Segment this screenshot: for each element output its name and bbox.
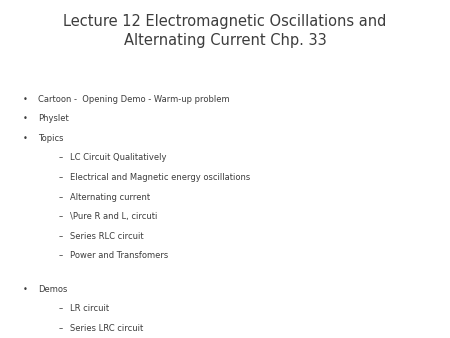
Text: •: •	[22, 134, 27, 143]
Text: –: –	[58, 173, 63, 182]
Text: –: –	[58, 304, 63, 313]
Text: –: –	[58, 251, 63, 261]
Text: –: –	[58, 153, 63, 163]
Text: •: •	[22, 114, 27, 123]
Text: –: –	[58, 212, 63, 221]
Text: Series RLC circuit: Series RLC circuit	[70, 232, 144, 241]
Text: LC Circuit Qualitatively: LC Circuit Qualitatively	[70, 153, 166, 163]
Text: Physlet: Physlet	[38, 114, 69, 123]
Text: Power and Transfomers: Power and Transfomers	[70, 251, 168, 261]
Text: –: –	[58, 324, 63, 333]
Text: Topics: Topics	[38, 134, 64, 143]
Text: –: –	[58, 232, 63, 241]
Text: –: –	[58, 193, 63, 202]
Text: \Pure R and L, circuti: \Pure R and L, circuti	[70, 212, 157, 221]
Text: Demos: Demos	[38, 285, 68, 294]
Text: Electrical and Magnetic energy oscillations: Electrical and Magnetic energy oscillati…	[70, 173, 250, 182]
Text: •: •	[22, 285, 27, 294]
Text: •: •	[22, 95, 27, 104]
Text: Alternating current: Alternating current	[70, 193, 150, 202]
Text: Lecture 12 Electromagnetic Oscillations and
Alternating Current Chp. 33: Lecture 12 Electromagnetic Oscillations …	[63, 14, 387, 48]
Text: LR circuit: LR circuit	[70, 304, 109, 313]
Text: Cartoon -  Opening Demo - Warm-up problem: Cartoon - Opening Demo - Warm-up problem	[38, 95, 230, 104]
Text: Series LRC circuit: Series LRC circuit	[70, 324, 143, 333]
